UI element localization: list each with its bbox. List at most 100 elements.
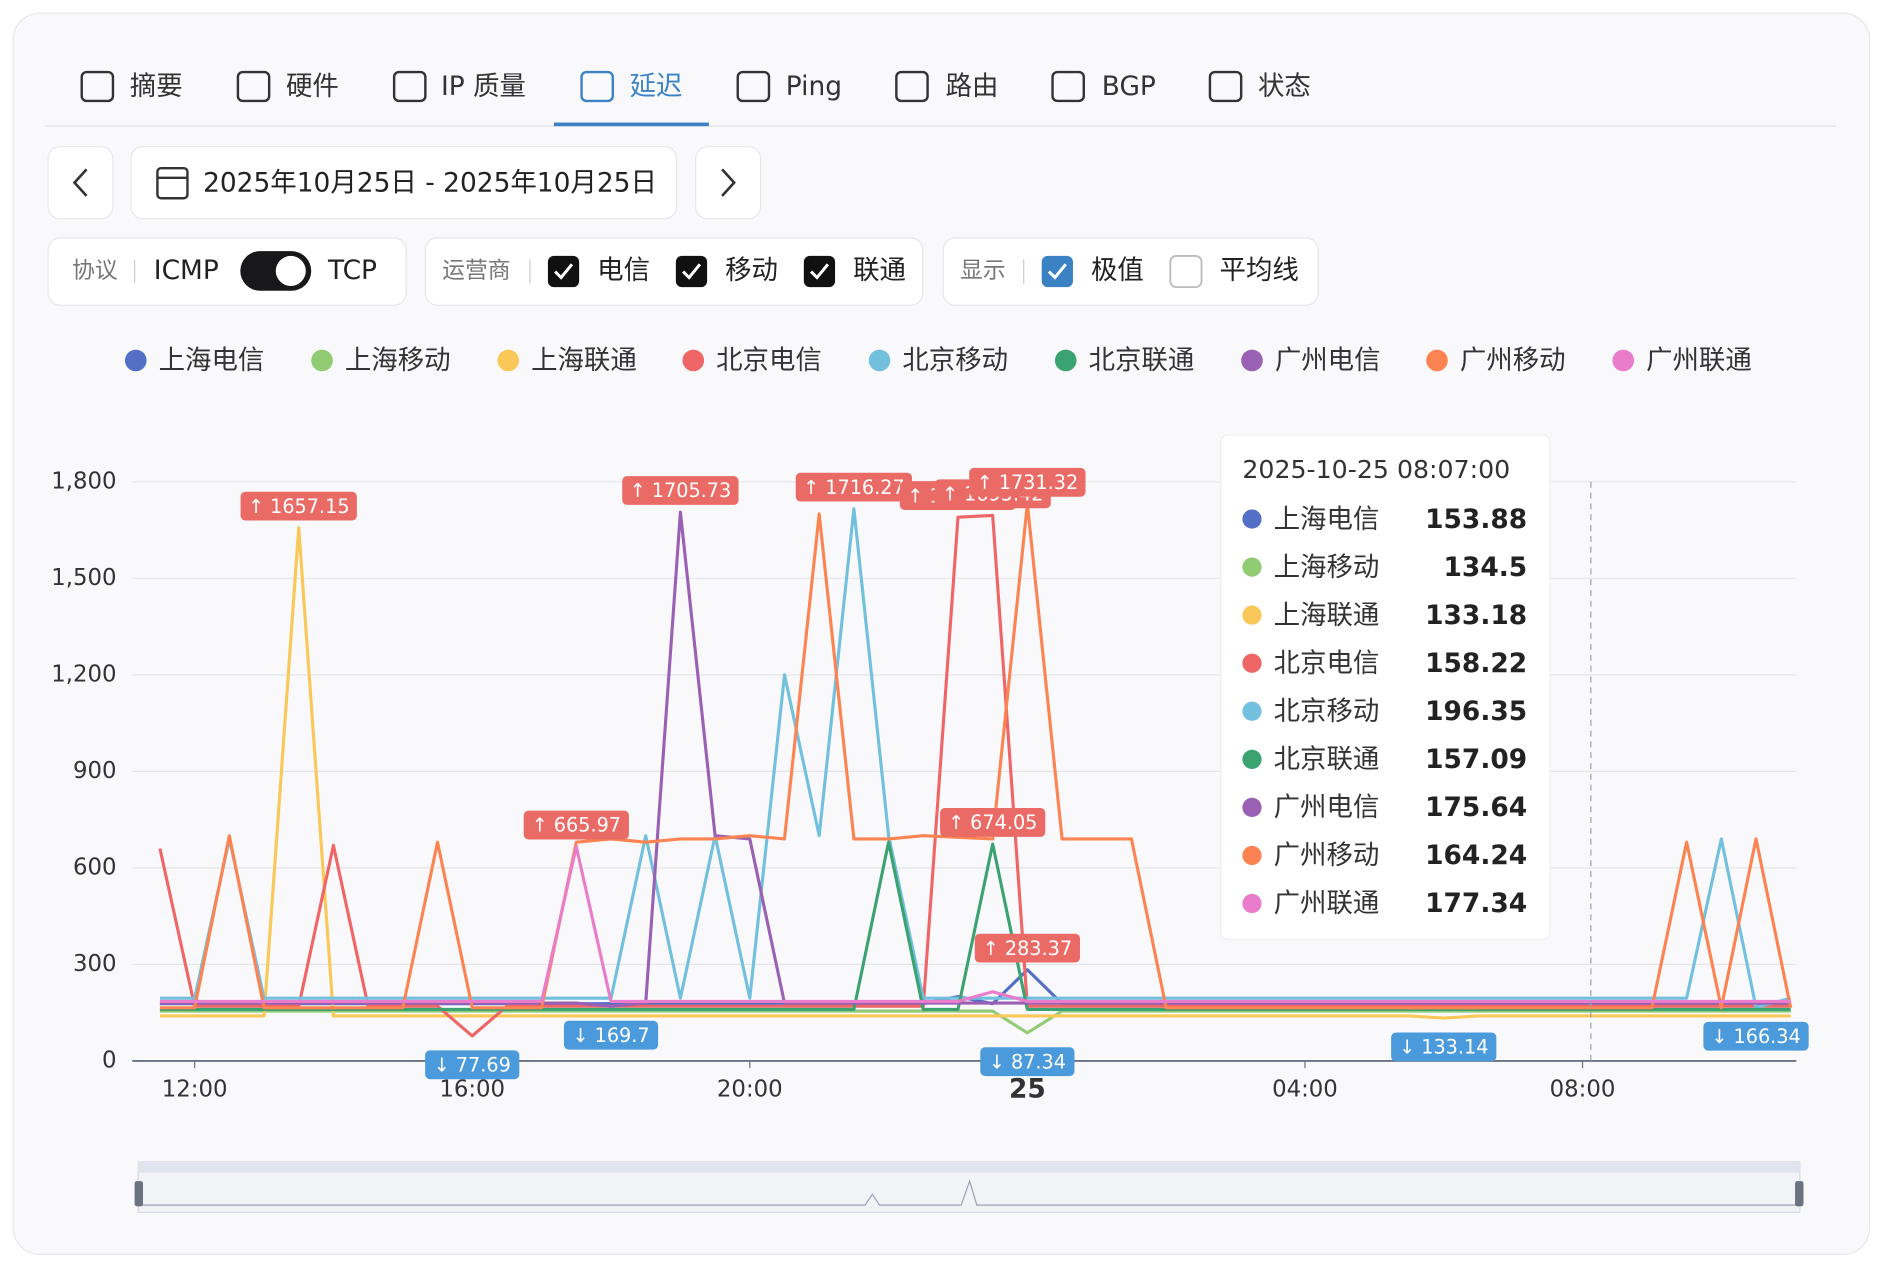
marker-label-box bbox=[240, 491, 357, 521]
marker-label-box bbox=[940, 808, 1046, 837]
tab-icon bbox=[895, 70, 929, 103]
checkbox[interactable] bbox=[675, 255, 708, 288]
tab-icon bbox=[580, 70, 614, 103]
tooltip-title: 2025-10-25 08:07:00 bbox=[1242, 455, 1510, 484]
checkbox[interactable] bbox=[547, 255, 580, 288]
tooltip: 2025-10-25 08:07:00 上海电信 153.88 上海移动 134.5 上海… bbox=[1220, 434, 1551, 941]
carrier-box bbox=[424, 237, 924, 306]
next-button[interactable] bbox=[695, 145, 762, 220]
check-mark bbox=[554, 263, 574, 280]
card bbox=[12, 12, 1871, 1255]
y-tick-label: 1,500 bbox=[51, 565, 116, 591]
tooltip-value: 164.24 bbox=[1425, 840, 1527, 871]
tooltip-box bbox=[1220, 434, 1551, 941]
tooltip-name: 广州移动 bbox=[1274, 840, 1380, 871]
tooltip-name: 上海联通 bbox=[1274, 600, 1380, 631]
legend-dot bbox=[1054, 349, 1077, 372]
checkbox-label[interactable]: 联通 bbox=[853, 255, 906, 286]
tab[interactable]: 状态 bbox=[1258, 71, 1311, 102]
tooltip-name: 上海电信 bbox=[1274, 504, 1380, 535]
tooltip-name: 广州电信 bbox=[1274, 792, 1380, 823]
zoom-slider-handle-bar[interactable] bbox=[138, 1161, 1800, 1173]
marker-label-box bbox=[1703, 1021, 1809, 1051]
checkbox[interactable] bbox=[803, 255, 836, 288]
legend-label[interactable]: 北京联通 bbox=[1089, 345, 1195, 376]
next-icon bbox=[721, 168, 736, 197]
tab[interactable]: 延迟 bbox=[630, 71, 683, 102]
marker-label-box bbox=[980, 1047, 1075, 1077]
checkbox-label[interactable]: 极值 bbox=[1091, 255, 1144, 286]
date-picker[interactable] bbox=[130, 145, 678, 220]
marker-label-box bbox=[1391, 1032, 1497, 1062]
tooltip-value: 158.22 bbox=[1425, 648, 1527, 679]
tooltip-dot bbox=[1242, 557, 1262, 577]
legend-dot bbox=[868, 349, 891, 372]
protocol-box bbox=[47, 237, 407, 306]
legend-label[interactable]: 广州电信 bbox=[1275, 345, 1381, 376]
filter-label: 协议 bbox=[72, 258, 118, 284]
tooltip-dot bbox=[1242, 749, 1262, 769]
y-tick-label: 0 bbox=[102, 1047, 117, 1073]
marker-label: ↓ 87.34 bbox=[989, 1050, 1066, 1073]
tab-icon bbox=[80, 70, 115, 103]
tab[interactable]: BGP bbox=[1102, 71, 1156, 102]
marker-label: ↑ 665.97 bbox=[532, 814, 621, 837]
marker-label: ↑ 1657.15 bbox=[248, 495, 350, 518]
tooltip-value: 175.64 bbox=[1425, 792, 1527, 823]
tooltip-value: 133.18 bbox=[1425, 600, 1527, 631]
tooltip-dot bbox=[1242, 701, 1262, 721]
marker-label: ↓ 133.14 bbox=[1399, 1036, 1488, 1059]
prev-icon bbox=[72, 168, 88, 197]
legend-label[interactable]: 广州移动 bbox=[1460, 345, 1566, 376]
tab[interactable]: 路由 bbox=[946, 71, 999, 102]
zoom-handle[interactable] bbox=[134, 1181, 143, 1207]
check-mark bbox=[1047, 263, 1067, 280]
series-line bbox=[158, 513, 1791, 1038]
protocol-option[interactable]: ICMP bbox=[154, 255, 219, 286]
tab[interactable]: IP 质量 bbox=[441, 71, 526, 102]
legend-label[interactable]: 北京移动 bbox=[902, 345, 1008, 376]
tooltip-name: 北京移动 bbox=[1274, 696, 1380, 727]
tab[interactable]: 硬件 bbox=[286, 71, 339, 102]
marker-label: ↑ 283.37 bbox=[983, 937, 1072, 960]
series-line bbox=[159, 845, 1791, 1003]
tooltip-value: 157.09 bbox=[1425, 744, 1527, 775]
zoom-handle[interactable] bbox=[1795, 1181, 1804, 1207]
series-line bbox=[159, 502, 1793, 1010]
checkbox-label[interactable]: 平均线 bbox=[1220, 255, 1299, 286]
checkbox-label[interactable]: 电信 bbox=[597, 255, 650, 286]
protocol-option[interactable]: TCP bbox=[327, 255, 377, 286]
tab-icon bbox=[1051, 70, 1085, 103]
legend-label[interactable]: 上海电信 bbox=[159, 345, 265, 376]
checkbox[interactable] bbox=[1041, 255, 1073, 288]
tab-icon bbox=[736, 70, 771, 103]
tab-underline bbox=[553, 122, 709, 127]
tab[interactable]: Ping bbox=[786, 71, 842, 102]
legend-dot bbox=[497, 349, 520, 372]
marker-label-box bbox=[969, 467, 1086, 497]
marker-label-box bbox=[974, 933, 1081, 963]
legend-label[interactable]: 广州联通 bbox=[1646, 345, 1752, 376]
legend-label[interactable]: 上海联通 bbox=[531, 345, 637, 376]
marker-label: ↓ 169.7 bbox=[572, 1024, 649, 1047]
tab-icon bbox=[392, 70, 427, 103]
tooltip-value: 177.34 bbox=[1425, 888, 1527, 919]
tooltip-dot bbox=[1242, 797, 1262, 818]
check-mark bbox=[809, 263, 830, 280]
x-tick-label: 12:00 bbox=[162, 1076, 228, 1102]
marker-label: ↑ 1716.27 bbox=[803, 476, 905, 499]
checkbox[interactable] bbox=[1169, 255, 1203, 289]
legend-label[interactable]: 北京电信 bbox=[716, 345, 822, 376]
checkbox-label[interactable]: 移动 bbox=[725, 255, 778, 286]
marker-label-box bbox=[563, 1020, 659, 1050]
prev-button[interactable] bbox=[47, 145, 114, 220]
tab[interactable]: 摘要 bbox=[130, 71, 183, 102]
legend-dot bbox=[124, 349, 147, 372]
tooltip-dot bbox=[1242, 893, 1262, 914]
tooltip-value: 153.88 bbox=[1425, 504, 1527, 535]
tooltip-dot bbox=[1242, 509, 1262, 529]
legend-label[interactable]: 上海移动 bbox=[345, 345, 451, 376]
display-box bbox=[942, 237, 1319, 306]
marker-label: ↑ 1705.73 bbox=[630, 479, 732, 502]
series-line bbox=[159, 510, 1791, 1008]
